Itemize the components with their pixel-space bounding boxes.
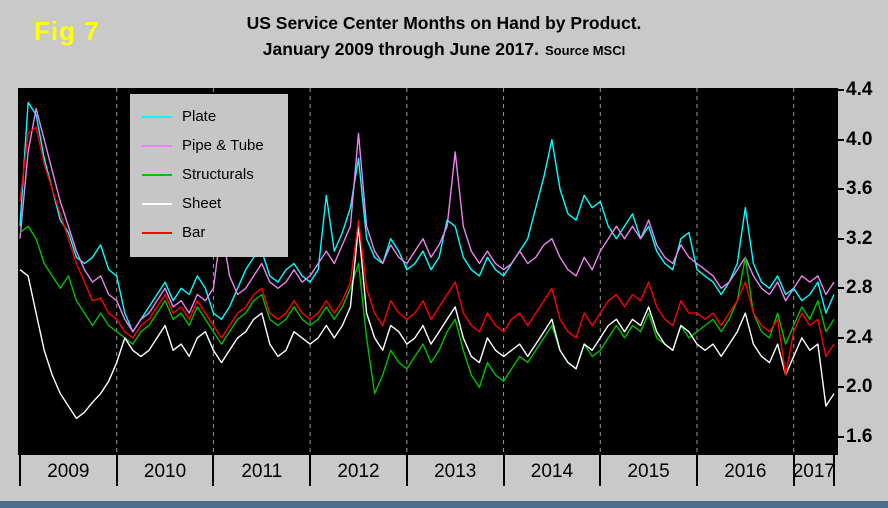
x-axis-label-2017: 2017 xyxy=(792,461,835,482)
chart-title-block: US Service Center Months on Hand by Prod… xyxy=(0,10,888,64)
y-axis-label: 4.0 xyxy=(846,128,873,150)
y-axis-label: 4.4 xyxy=(846,79,873,100)
y-axis-tick xyxy=(838,287,844,290)
x-axis-label-2016: 2016 xyxy=(724,461,767,482)
y-axis-tick xyxy=(838,237,844,240)
series-line-structurals xyxy=(19,225,835,395)
chart-source: Source MSCI xyxy=(545,43,626,58)
x-axis-tick xyxy=(19,455,21,486)
legend-swatch-sheet xyxy=(142,202,172,205)
y-axis-tick xyxy=(838,336,844,339)
series-line-pipe-tube xyxy=(19,107,835,333)
x-axis-tick xyxy=(309,455,312,486)
y-axis-label: 2.4 xyxy=(846,326,873,348)
figure-label: Fig 7 xyxy=(34,16,100,46)
y-axis-label: 2.8 xyxy=(846,277,873,299)
series-line-bar xyxy=(19,126,835,376)
y-axis-tick xyxy=(838,386,844,389)
y-axis-tick xyxy=(838,436,844,438)
x-axis-tick xyxy=(212,455,215,486)
x-axis-tick xyxy=(599,455,602,486)
legend-label: Bar xyxy=(182,224,206,241)
chart-title-line1: US Service Center Months on Hand by Prod… xyxy=(246,13,642,33)
series-line-plate xyxy=(19,101,835,333)
legend-label: Sheet xyxy=(182,195,222,212)
x-axis-label-2015: 2015 xyxy=(627,461,670,482)
legend: Plate Pipe & Tube Structurals Sheet Bar xyxy=(130,94,288,257)
plot-area: Plate Pipe & Tube Structurals Sheet Bar xyxy=(18,88,838,455)
x-axis-label-2013: 2013 xyxy=(434,461,477,482)
x-axis-label-2012: 2012 xyxy=(337,461,380,482)
legend-item-bar: Bar xyxy=(142,218,288,247)
legend-item-plate: Plate xyxy=(142,102,288,131)
y-axis-label: 3.6 xyxy=(846,178,873,200)
x-axis-tick xyxy=(115,455,118,486)
x-axis-tick xyxy=(695,455,698,486)
legend-label: Plate xyxy=(182,108,217,125)
legend-label: Structurals xyxy=(182,166,254,183)
y-axis-label: 3.2 xyxy=(846,227,873,249)
legend-item-pipe-tube: Pipe & Tube xyxy=(142,131,288,160)
y-axis-label: 1.6 xyxy=(846,426,873,447)
chart-svg xyxy=(19,88,835,455)
x-axis-label-2014: 2014 xyxy=(530,461,574,482)
x-axis-tick xyxy=(792,455,795,486)
x-axis-tick xyxy=(833,455,835,486)
series-line-sheet xyxy=(19,225,835,420)
x-axis-label-2011: 2011 xyxy=(241,461,283,482)
legend-item-sheet: Sheet xyxy=(142,189,288,218)
legend-swatch-structurals xyxy=(142,173,172,176)
x-axis-tick xyxy=(502,455,505,486)
bottom-strip xyxy=(0,501,888,508)
y-axis-tick xyxy=(838,188,844,191)
legend-swatch-plate xyxy=(142,115,172,118)
x-axis-label-2009: 2009 xyxy=(47,461,90,482)
x-axis-label-2010: 2010 xyxy=(143,461,187,482)
y-axis-label: 2.0 xyxy=(846,376,873,398)
y-axis-tick xyxy=(838,89,844,91)
chart-title-daterange: January 2009 through June 2017. xyxy=(262,39,540,59)
legend-swatch-bar xyxy=(142,231,172,234)
y-axis-tick xyxy=(838,138,844,141)
x-axis-tick xyxy=(405,455,408,486)
chart-title-line2: January 2009 through June 2017. Source MS… xyxy=(0,36,888,64)
legend-swatch-pipe-tube xyxy=(142,144,172,147)
legend-label: Pipe & Tube xyxy=(182,137,264,154)
legend-item-structurals: Structurals xyxy=(142,160,288,189)
